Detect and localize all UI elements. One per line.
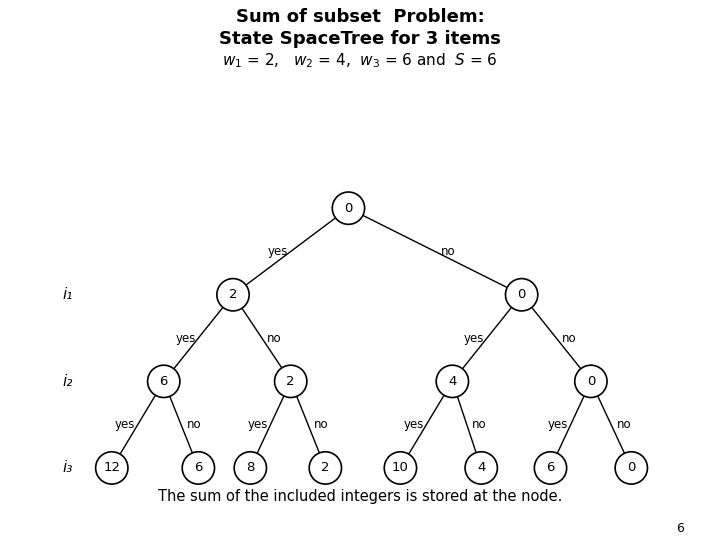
Circle shape bbox=[148, 365, 180, 397]
Text: 6: 6 bbox=[546, 462, 554, 475]
Text: 6: 6 bbox=[194, 462, 202, 475]
Text: 2: 2 bbox=[321, 462, 330, 475]
Text: 6: 6 bbox=[676, 522, 684, 535]
Text: no: no bbox=[616, 418, 631, 431]
Text: Sum of subset  Problem:: Sum of subset Problem: bbox=[235, 8, 485, 26]
Circle shape bbox=[534, 452, 567, 484]
Text: 0: 0 bbox=[344, 201, 353, 215]
Text: yes: yes bbox=[464, 332, 485, 345]
Text: yes: yes bbox=[403, 418, 424, 431]
Text: yes: yes bbox=[248, 418, 268, 431]
Text: 0: 0 bbox=[587, 375, 595, 388]
Text: yes: yes bbox=[548, 418, 568, 431]
Circle shape bbox=[309, 452, 341, 484]
Circle shape bbox=[96, 452, 128, 484]
Text: no: no bbox=[441, 245, 455, 258]
Circle shape bbox=[234, 452, 266, 484]
Circle shape bbox=[182, 452, 215, 484]
Text: 4: 4 bbox=[448, 375, 456, 388]
Text: 8: 8 bbox=[246, 462, 254, 475]
Text: 2: 2 bbox=[229, 288, 238, 301]
Circle shape bbox=[575, 365, 607, 397]
Text: no: no bbox=[186, 418, 201, 431]
Circle shape bbox=[384, 452, 417, 484]
Text: 2: 2 bbox=[287, 375, 295, 388]
Circle shape bbox=[465, 452, 498, 484]
Text: State SpaceTree for 3 items: State SpaceTree for 3 items bbox=[219, 30, 501, 48]
Text: i₁: i₁ bbox=[63, 287, 73, 302]
Circle shape bbox=[615, 452, 647, 484]
Circle shape bbox=[274, 365, 307, 397]
Text: i₂: i₂ bbox=[63, 374, 73, 389]
Text: 12: 12 bbox=[103, 462, 120, 475]
Circle shape bbox=[217, 279, 249, 311]
Text: 0: 0 bbox=[518, 288, 526, 301]
Text: 4: 4 bbox=[477, 462, 485, 475]
Text: yes: yes bbox=[268, 245, 288, 258]
Circle shape bbox=[333, 192, 364, 224]
Text: no: no bbox=[472, 418, 487, 431]
Text: 0: 0 bbox=[627, 462, 636, 475]
Circle shape bbox=[505, 279, 538, 311]
Text: yes: yes bbox=[176, 332, 196, 345]
Text: The sum of the included integers is stored at the node.: The sum of the included integers is stor… bbox=[158, 489, 562, 504]
Text: yes: yes bbox=[115, 418, 135, 431]
Text: i₃: i₃ bbox=[63, 461, 73, 475]
Circle shape bbox=[436, 365, 469, 397]
Text: 10: 10 bbox=[392, 462, 409, 475]
Text: $\mathit{w}_1$ = 2,   $\mathit{w}_2$ = 4,  $\mathit{w}_3$ = 6 and  $\mathit{S}$ : $\mathit{w}_1$ = 2, $\mathit{w}_2$ = 4, … bbox=[222, 51, 498, 70]
Text: no: no bbox=[562, 332, 576, 345]
Text: 6: 6 bbox=[160, 375, 168, 388]
Text: no: no bbox=[313, 418, 328, 431]
Text: no: no bbox=[267, 332, 282, 345]
